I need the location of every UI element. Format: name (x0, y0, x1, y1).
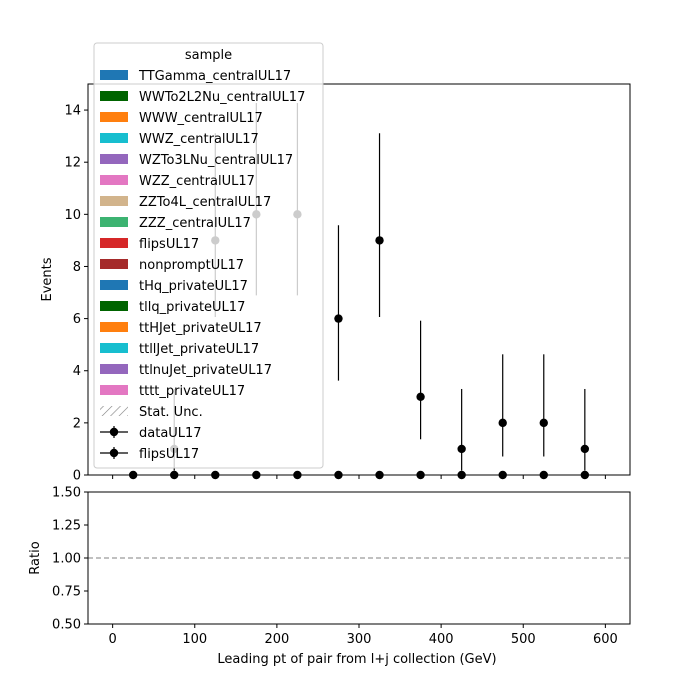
main-y-tick-label: 4 (73, 364, 81, 379)
legend-swatch (100, 175, 128, 185)
data-point (580, 444, 590, 454)
legend-swatch (100, 112, 128, 122)
legend-entry: WWW_centralUL17 (100, 111, 263, 126)
data-point (334, 314, 343, 323)
legend-entry: ttllJet_privateUL17 (100, 342, 259, 357)
legend-label: ZZTo4L_centralUL17 (139, 195, 271, 210)
ratio-y-tick-label: 1.00 (52, 552, 81, 567)
legend-label: tttt_privateUL17 (139, 384, 245, 399)
legend-label: ZZZ_centralUL17 (139, 216, 251, 231)
legend-swatch (100, 196, 128, 206)
legend-label: ttHJet_privateUL17 (139, 321, 262, 336)
data-point (375, 236, 384, 245)
legend-label: WWTo2L2Nu_centralUL17 (139, 90, 305, 105)
legend-swatch (100, 238, 128, 248)
legend-marker (109, 448, 119, 458)
legend-swatch (100, 385, 128, 395)
main-x-ticks (112, 475, 606, 479)
main-panel: 0 2 4 6 8 10 12 14 Events sample TTGamma_centra… (40, 42, 631, 484)
legend-entry: TTGamma_centralUL17 (100, 69, 291, 84)
legend-marker (109, 427, 119, 437)
ratio-y-tick-label: 0.50 (52, 618, 81, 633)
legend-entry: WWZ_centralUL17 (100, 132, 259, 147)
legend-swatch (100, 154, 128, 164)
legend-entry: WZZ_centralUL17 (100, 174, 255, 189)
x-axis-label: Leading pt of pair from l+j collection (… (217, 652, 496, 667)
legend-entry: ttHJet_privateUL17 (100, 321, 262, 336)
legend-swatch (100, 301, 128, 311)
legend-label: dataUL17 (139, 426, 202, 441)
legend-entry: WZTo3LNu_centralUL17 (100, 153, 293, 168)
main-y-axis-label: Events (40, 257, 55, 301)
legend-label: Stat. Unc. (139, 405, 203, 420)
legend-swatch (100, 343, 128, 353)
ratio-x-tick-label: 500 (511, 632, 536, 647)
legend-label: ttlnuJet_privateUL17 (139, 363, 272, 378)
ratio-x-tick-label: 400 (429, 632, 454, 647)
legend-label: TTGamma_centralUL17 (138, 69, 291, 84)
legend-frame (93, 42, 324, 469)
legend-entry: nonpromptUL17 (100, 258, 244, 273)
legend-entry: Stat. Unc. (100, 405, 203, 420)
ratio-x-tick-label: 200 (264, 632, 289, 647)
ratio-x-tick-label: 600 (593, 632, 618, 647)
main-y-tick-label: 14 (64, 104, 81, 119)
legend-entry: ZZZ_centralUL17 (100, 216, 251, 231)
legend-label: ttllJet_privateUL17 (139, 342, 259, 357)
legend-swatch (100, 259, 128, 269)
main-y-tick-label: 10 (64, 208, 81, 223)
ratio-y-tick-label: 1.50 (52, 486, 81, 501)
ratio-y-tick-label: 0.75 (52, 585, 81, 600)
legend-label: WWZ_centralUL17 (139, 132, 259, 147)
legend-entry: WWTo2L2Nu_centralUL17 (100, 90, 305, 105)
data-point (498, 418, 507, 428)
legend-swatch (100, 406, 128, 416)
legend-label: WZZ_centralUL17 (139, 174, 255, 189)
legend-entry: tttt_privateUL17 (100, 384, 245, 399)
legend-swatch (100, 280, 128, 290)
legend-entry: ttlnuJet_privateUL17 (100, 363, 272, 378)
data-point (539, 418, 548, 428)
legend-entry: dataUL17 (100, 426, 202, 441)
legend-label: tllq_privateUL17 (139, 300, 245, 315)
ratio-x-tick-label: 100 (182, 632, 207, 647)
ratio-x-tick-label: 300 (347, 632, 372, 647)
legend-swatch (100, 364, 128, 374)
legend-title: sample (185, 48, 232, 63)
main-y-tick-label: 8 (73, 260, 81, 275)
legend-entry: flipsUL17 (100, 237, 199, 252)
ratio-x-ticks: 0 100 200 300 400 500 600 (108, 624, 618, 647)
legend-swatch (100, 217, 128, 227)
legend-label: flipsUL17 (139, 237, 199, 252)
main-y-tick-label: 12 (64, 156, 81, 171)
legend-label: flipsUL17 (139, 447, 199, 462)
data-point (416, 392, 425, 401)
ratio-y-tick-label: 1.25 (52, 519, 81, 534)
main-y-tick-label: 0 (73, 469, 81, 484)
legend-swatch (100, 322, 128, 332)
ratio-y-axis-label: Ratio (28, 541, 43, 574)
legend-entry: flipsUL17 (100, 447, 199, 462)
legend: sample TTGamma_centralUL17 WWTo2L2Nu_cent… (93, 42, 324, 469)
data-point (457, 444, 466, 454)
main-y-tick-label: 6 (73, 312, 81, 327)
legend-entry: ZZTo4L_centralUL17 (100, 195, 271, 210)
ratio-panel: 0.50 0.75 1.00 1.25 1.50 0 100 200 300 400 500 600… (28, 486, 631, 667)
main-y-tick-label: 2 (73, 416, 81, 431)
ratio-y-ticks: 0.50 0.75 1.00 1.25 1.50 (52, 486, 88, 633)
legend-entry: tHq_privateUL17 (100, 279, 248, 294)
legend-swatch (100, 70, 128, 80)
legend-entry: tllq_privateUL17 (100, 300, 245, 315)
main-y-ticks: 0 2 4 6 8 10 12 14 (64, 104, 88, 484)
ratio-x-tick-label: 0 (108, 632, 116, 647)
legend-label: WZTo3LNu_centralUL17 (139, 153, 293, 168)
legend-entries: TTGamma_centralUL17 WWTo2L2Nu_centralUL17… (100, 69, 305, 462)
legend-label: tHq_privateUL17 (139, 279, 248, 294)
legend-swatch (100, 133, 128, 143)
legend-swatch (100, 91, 128, 101)
legend-label: nonpromptUL17 (139, 258, 244, 273)
legend-label: WWW_centralUL17 (139, 111, 263, 126)
